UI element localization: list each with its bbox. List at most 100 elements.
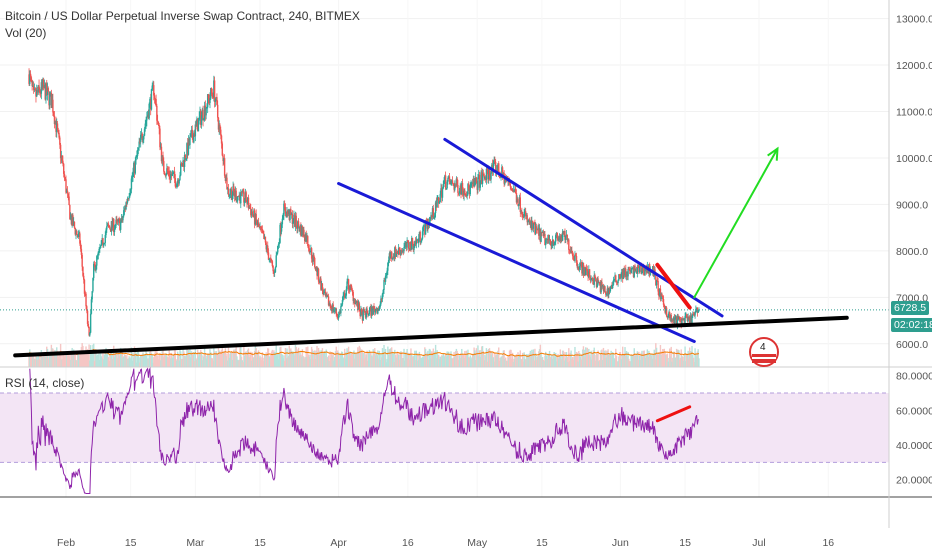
volume-bar [320, 354, 322, 367]
candle-body [655, 272, 657, 286]
candle-body [372, 306, 374, 315]
candle-body [233, 192, 236, 197]
candle-body [486, 168, 488, 170]
volume-bar [388, 349, 391, 367]
candle-body [511, 188, 513, 191]
candle-body [39, 89, 41, 94]
volume-bar [173, 353, 175, 367]
price-pane[interactable] [0, 0, 889, 497]
candle-body [203, 119, 205, 121]
volume-bar [528, 353, 531, 367]
volume-bar [615, 348, 617, 367]
candle-body [240, 191, 242, 204]
candle-body [567, 239, 569, 241]
candle-body [693, 314, 696, 316]
candle-body [64, 177, 66, 180]
volume-legend[interactable]: Vol (20) [5, 26, 47, 40]
support-line[interactable] [13, 315, 849, 358]
candle-body [220, 135, 223, 144]
volume-bar [410, 348, 412, 367]
candle-body [394, 247, 396, 258]
candle-body [357, 303, 360, 310]
candle-body [411, 237, 413, 250]
volume-bar [686, 354, 689, 367]
candle-body [306, 236, 308, 242]
candle-body [415, 240, 418, 245]
candle-body [309, 251, 311, 253]
candle-body [499, 175, 501, 179]
volume-bar [444, 354, 447, 367]
volume-bar [520, 358, 522, 367]
rsi-axis-tick-label: 80.0000 [896, 371, 932, 383]
drawings[interactable] [13, 137, 849, 358]
candle-body [440, 188, 442, 195]
candle-body [680, 320, 682, 326]
volume-bar [452, 357, 455, 367]
candle-body [474, 181, 476, 186]
volume-bar [64, 355, 66, 367]
volume-bar [525, 354, 528, 367]
target-arrow[interactable] [693, 147, 779, 299]
volume-bar [616, 361, 619, 367]
candle-body [29, 73, 32, 78]
candle-body [237, 196, 240, 197]
candle-body [494, 162, 497, 173]
candle-body [618, 274, 620, 281]
rsi-divergence-line[interactable] [655, 405, 692, 423]
volume-bar [499, 357, 501, 367]
candle-body [678, 316, 681, 319]
volume-bar [455, 348, 458, 367]
volume-bar [59, 343, 62, 367]
volume-bar [123, 354, 126, 367]
volume-bar [372, 349, 374, 367]
time-axis[interactable]: Feb 15 Mar 15 Apr 16 May 15 Jun 15 Jul 16 [57, 537, 834, 549]
candle-body [355, 300, 357, 304]
volume-bar [476, 351, 478, 367]
volume-bar [617, 361, 619, 367]
volume-bar [98, 351, 100, 367]
candle-body [272, 266, 274, 272]
candle-body [82, 266, 84, 276]
volume-bar [126, 355, 128, 367]
rsi-pane[interactable] [0, 366, 889, 494]
candle-body [596, 278, 598, 288]
candle-body [531, 220, 533, 229]
volume-bar [130, 347, 133, 367]
volume-bar [150, 352, 153, 367]
volume-bar [397, 354, 400, 367]
volume-bar [66, 353, 69, 367]
volume-bar [63, 356, 66, 367]
candle-body [190, 129, 193, 134]
volume-bar [297, 347, 300, 367]
candle-body [507, 181, 509, 183]
volume-bar [431, 351, 433, 367]
volume-bar [376, 355, 378, 367]
chart-title[interactable]: Bitcoin / US Dollar Perpetual Inverse Sw… [5, 9, 360, 23]
candle-body [324, 291, 327, 297]
candle-body [87, 323, 90, 327]
candle-body [277, 245, 279, 253]
volume-bar [374, 348, 376, 367]
volume-bar [556, 355, 558, 367]
rsi-legend[interactable]: RSI (14, close) [5, 376, 85, 390]
candle-body [365, 308, 367, 318]
channel-upper-line[interactable] [443, 137, 724, 318]
channel-lower-line[interactable] [337, 182, 696, 343]
candle-body [522, 216, 525, 218]
price-divergence-line[interactable] [655, 262, 692, 310]
candle-body [547, 234, 549, 241]
flag-badge[interactable]: 4 [749, 337, 779, 367]
volume-bar [632, 356, 634, 367]
price-axis[interactable]: 13000.012000.011000.010000.09000.08000.0… [896, 14, 932, 351]
candle-body [119, 222, 122, 230]
volume-bar [83, 351, 86, 367]
volume-bar [210, 352, 212, 367]
candle-body [535, 226, 537, 234]
candle-body [458, 191, 461, 194]
candle-body [89, 313, 92, 333]
candle-body [660, 293, 662, 300]
candle-body [186, 143, 189, 155]
volume-bar [80, 346, 83, 367]
